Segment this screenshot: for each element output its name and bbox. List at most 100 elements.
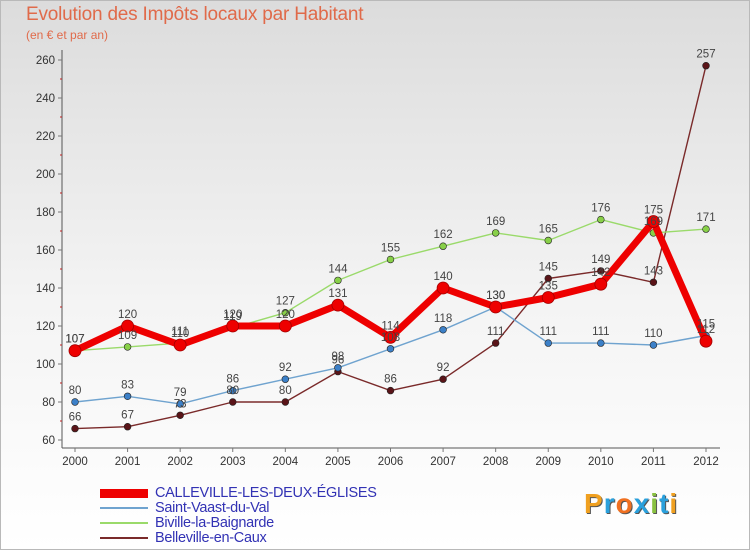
data-label: 80 bbox=[279, 385, 292, 397]
data-label: 83 bbox=[121, 379, 134, 391]
legend-label: CALLEVILLE-LES-DEUX-ÉGLISES bbox=[155, 485, 377, 501]
data-point bbox=[597, 215, 605, 224]
x-tick-label: 2003 bbox=[220, 456, 246, 468]
y-tick-label: 180 bbox=[36, 207, 55, 219]
data-label: 107 bbox=[65, 334, 84, 346]
data-label: 112 bbox=[697, 324, 715, 336]
data-label: 79 bbox=[174, 387, 187, 399]
data-point bbox=[123, 392, 132, 400]
x-tick-label: 2008 bbox=[483, 456, 509, 468]
data-label: 120 bbox=[223, 309, 242, 321]
y-tick-label: 240 bbox=[36, 93, 55, 105]
data-point bbox=[173, 338, 187, 352]
data-point bbox=[702, 225, 710, 233]
data-point bbox=[544, 236, 552, 245]
data-label: 111 bbox=[540, 326, 557, 338]
data-label: 145 bbox=[539, 262, 558, 274]
data-point bbox=[544, 339, 552, 347]
data-label: 110 bbox=[644, 328, 662, 340]
data-label: 175 bbox=[644, 205, 663, 217]
logo-letter: t bbox=[659, 488, 670, 519]
chart-title: Evolution des Impôts locaux par Habitant bbox=[26, 4, 364, 25]
data-label: 142 bbox=[591, 267, 610, 279]
y-tick-label: 260 bbox=[36, 55, 55, 67]
legend-swatch bbox=[100, 488, 148, 498]
x-tick-label: 2007 bbox=[430, 456, 456, 468]
y-tick-label: 100 bbox=[36, 359, 55, 371]
data-label: 165 bbox=[539, 224, 558, 236]
data-label: 135 bbox=[539, 281, 558, 293]
data-point bbox=[68, 344, 82, 358]
data-label: 131 bbox=[328, 288, 347, 300]
data-label: 67 bbox=[121, 410, 134, 422]
data-point bbox=[439, 375, 447, 383]
x-tick-label: 2005 bbox=[325, 456, 351, 468]
data-label: 92 bbox=[437, 362, 450, 374]
data-label: 176 bbox=[591, 203, 610, 215]
data-label: 92 bbox=[279, 362, 292, 374]
legend-label: Biville-la-Baignarde bbox=[155, 515, 274, 531]
data-label: 109 bbox=[118, 330, 137, 342]
data-label: 130 bbox=[486, 290, 505, 302]
data-point bbox=[386, 345, 395, 353]
data-label: 162 bbox=[433, 229, 452, 241]
data-point bbox=[597, 339, 605, 347]
data-point bbox=[71, 398, 79, 406]
data-point bbox=[384, 330, 397, 344]
data-label: 114 bbox=[381, 320, 400, 332]
data-point bbox=[123, 343, 132, 351]
chart-subtitle: (en € et par an) bbox=[26, 28, 109, 42]
data-label: 119 bbox=[224, 311, 242, 323]
data-label: 66 bbox=[69, 412, 82, 424]
x-tick-label: 2009 bbox=[535, 456, 561, 468]
x-tick-label: 2012 bbox=[693, 456, 719, 468]
data-label: 110 bbox=[171, 328, 189, 340]
data-label: 86 bbox=[384, 374, 397, 386]
data-point bbox=[491, 339, 500, 347]
y-tick-label: 80 bbox=[42, 397, 55, 409]
legend-label: Saint-Vaast-du-Val bbox=[155, 500, 270, 516]
data-point bbox=[176, 411, 184, 419]
y-tick-label: 140 bbox=[36, 283, 55, 295]
data-point bbox=[229, 398, 237, 406]
x-tick-label: 2002 bbox=[167, 456, 193, 468]
data-label: 96 bbox=[332, 355, 345, 367]
data-point bbox=[439, 242, 447, 250]
data-point bbox=[597, 267, 605, 275]
y-tick-label: 120 bbox=[36, 321, 55, 333]
data-point bbox=[439, 326, 447, 334]
data-point bbox=[123, 423, 132, 431]
legend-label: Belleville-en-Caux bbox=[155, 530, 267, 546]
data-label: 130 bbox=[486, 290, 505, 302]
data-label: 169 bbox=[486, 216, 505, 228]
data-point bbox=[281, 309, 290, 317]
logo-letter: i bbox=[650, 488, 660, 519]
data-label: 86 bbox=[226, 374, 239, 386]
data-label: 107 bbox=[65, 334, 84, 346]
data-point bbox=[334, 364, 342, 372]
data-label: 80 bbox=[69, 385, 82, 397]
data-point bbox=[281, 375, 290, 383]
data-label: 169 bbox=[644, 216, 663, 228]
data-point bbox=[386, 255, 395, 264]
data-point bbox=[334, 276, 342, 285]
data-label: 111 bbox=[592, 326, 609, 338]
data-point bbox=[331, 298, 345, 312]
data-label: 80 bbox=[226, 385, 239, 397]
data-label: 111 bbox=[171, 326, 188, 338]
x-tick-label: 2004 bbox=[273, 456, 299, 468]
x-tick-label: 2006 bbox=[378, 456, 404, 468]
data-label: 108 bbox=[381, 332, 400, 344]
logo-letter: o bbox=[615, 488, 634, 519]
data-label: 98 bbox=[332, 351, 345, 363]
data-label: 118 bbox=[434, 313, 452, 325]
data-point bbox=[229, 386, 237, 395]
data-point bbox=[386, 386, 395, 395]
logo-letter: i bbox=[669, 488, 679, 519]
data-label: 155 bbox=[381, 243, 400, 255]
y-tick-label: 200 bbox=[36, 169, 55, 181]
y-tick-label: 60 bbox=[42, 435, 55, 447]
data-point bbox=[281, 398, 290, 406]
data-point bbox=[176, 400, 184, 408]
data-label: 120 bbox=[276, 309, 295, 321]
